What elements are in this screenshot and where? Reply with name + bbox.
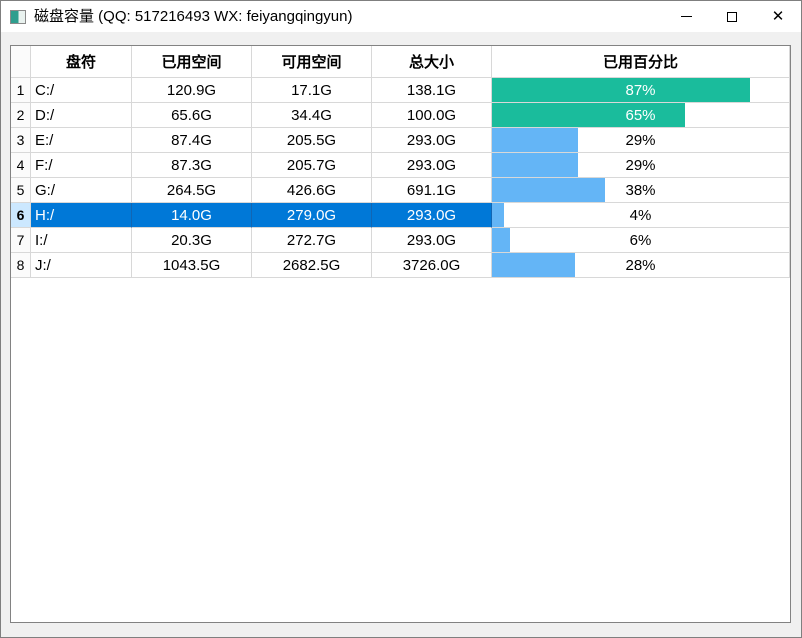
cell-free[interactable]: 272.7G <box>252 228 372 253</box>
cell-percent[interactable]: 4% <box>492 203 790 228</box>
table-row[interactable]: 1 C:/120.9G 17.1G 138.1G 87% <box>11 78 790 103</box>
maximize-button[interactable] <box>709 1 755 32</box>
percent-bar <box>492 203 504 227</box>
percent-bar <box>492 228 510 252</box>
row-number[interactable]: 4 <box>11 153 31 178</box>
percent-bar <box>492 128 579 152</box>
cell-used[interactable]: 65.6G <box>132 103 252 128</box>
percent-label: 29% <box>625 156 656 174</box>
cell-percent[interactable]: 28% <box>492 253 790 278</box>
maximize-icon <box>727 11 737 22</box>
cell-total[interactable]: 293.0G <box>372 203 492 228</box>
row-number[interactable]: 7 <box>11 228 31 253</box>
cell-total[interactable]: 691.1G <box>372 178 492 203</box>
cell-percent[interactable]: 29% <box>492 153 790 178</box>
table-row[interactable]: 2 D:/65.6G 34.4G 100.0G 65% <box>11 103 790 128</box>
row-number[interactable]: 8 <box>11 253 31 278</box>
cell-free[interactable]: 279.0G <box>252 203 372 228</box>
cell-drive[interactable]: E:/ <box>31 128 132 153</box>
row-number[interactable]: 2 <box>11 103 31 128</box>
cell-used[interactable]: 264.5G <box>132 178 252 203</box>
cell-total[interactable]: 293.0G <box>372 228 492 253</box>
percent-bar <box>492 78 751 102</box>
title-bar: 磁盘容量 (QQ: 517216493 WX: feiyangqingyun) … <box>1 1 801 32</box>
cell-used[interactable]: 14.0G <box>132 203 252 228</box>
column-header-used[interactable]: 已用空间 <box>132 46 252 78</box>
cell-free[interactable]: 34.4G <box>252 103 372 128</box>
row-number[interactable]: 3 <box>11 128 31 153</box>
table-row[interactable]: 8 J:/1043.5G 2682.5G 3726.0G 28% <box>11 253 790 278</box>
table-body: 1 C:/120.9G 17.1G 138.1G 87% 2 D:/65.6G 34.4G 10… <box>11 78 790 278</box>
column-header-percent[interactable]: 已用百分比 <box>492 46 790 78</box>
cell-drive[interactable]: D:/ <box>31 103 132 128</box>
cell-total[interactable]: 293.0G <box>372 153 492 178</box>
cell-used[interactable]: 87.3G <box>132 153 252 178</box>
cell-total[interactable]: 100.0G <box>372 103 492 128</box>
cell-percent[interactable]: 29% <box>492 128 790 153</box>
cell-drive[interactable]: F:/ <box>31 153 132 178</box>
cell-percent[interactable]: 6% <box>492 228 790 253</box>
cell-used[interactable]: 120.9G <box>132 78 252 103</box>
table-row[interactable]: 6 H:/14.0G 279.0G 293.0G 4% <box>11 203 790 228</box>
row-number[interactable]: 6 <box>11 203 31 228</box>
cell-total[interactable]: 293.0G <box>372 128 492 153</box>
percent-label: 38% <box>625 181 656 199</box>
row-number[interactable]: 5 <box>11 178 31 203</box>
disk-table: 盘符 已用空间 可用空间 总大小 已用百分比 1 C:/120.9G 17.1G 13… <box>10 45 791 623</box>
cell-drive[interactable]: J:/ <box>31 253 132 278</box>
cell-total[interactable]: 3726.0G <box>372 253 492 278</box>
column-header-free[interactable]: 可用空间 <box>252 46 372 78</box>
cell-drive[interactable]: H:/ <box>31 203 132 228</box>
cell-used[interactable]: 20.3G <box>132 228 252 253</box>
minimize-icon <box>680 16 692 17</box>
cell-free[interactable]: 2682.5G <box>252 253 372 278</box>
cell-drive[interactable]: G:/ <box>31 178 132 203</box>
minimize-button[interactable] <box>663 1 709 32</box>
window-title: 磁盘容量 (QQ: 517216493 WX: feiyangqingyun) <box>34 8 353 25</box>
percent-label: 29% <box>625 131 656 149</box>
percent-label: 87% <box>625 81 656 99</box>
percent-label: 65% <box>625 106 656 124</box>
cell-drive[interactable]: I:/ <box>31 228 132 253</box>
cell-used[interactable]: 87.4G <box>132 128 252 153</box>
percent-bar <box>492 253 576 277</box>
table-row[interactable]: 3 E:/87.4G 205.5G 293.0G 29% <box>11 128 790 153</box>
app-icon <box>10 9 26 24</box>
close-icon: ✕ <box>771 8 785 25</box>
table-corner-cell <box>11 46 31 78</box>
cell-free[interactable]: 17.1G <box>252 78 372 103</box>
cell-free[interactable]: 205.7G <box>252 153 372 178</box>
row-number[interactable]: 1 <box>11 78 31 103</box>
column-header-drive[interactable]: 盘符 <box>31 46 132 78</box>
column-header-total[interactable]: 总大小 <box>372 46 492 78</box>
table-row[interactable]: 4 F:/87.3G 205.7G 293.0G 29% <box>11 153 790 178</box>
cell-free[interactable]: 426.6G <box>252 178 372 203</box>
cell-free[interactable]: 205.5G <box>252 128 372 153</box>
percent-bar <box>492 103 686 127</box>
percent-label: 4% <box>629 206 652 224</box>
percent-bar <box>492 178 605 202</box>
percent-label: 28% <box>625 256 656 274</box>
cell-percent[interactable]: 38% <box>492 178 790 203</box>
table-row[interactable]: 7 I:/20.3G 272.7G 293.0G 6% <box>11 228 790 253</box>
cell-total[interactable]: 138.1G <box>372 78 492 103</box>
percent-bar <box>492 153 579 177</box>
cell-used[interactable]: 1043.5G <box>132 253 252 278</box>
cell-percent[interactable]: 65% <box>492 103 790 128</box>
table-header-row: 盘符 已用空间 可用空间 总大小 已用百分比 <box>11 46 790 78</box>
close-button[interactable]: ✕ <box>755 1 801 32</box>
cell-percent[interactable]: 87% <box>492 78 790 103</box>
percent-label: 6% <box>629 231 652 249</box>
cell-drive[interactable]: C:/ <box>31 78 132 103</box>
table-row[interactable]: 5 G:/264.5G 426.6G 691.1G 38% <box>11 178 790 203</box>
